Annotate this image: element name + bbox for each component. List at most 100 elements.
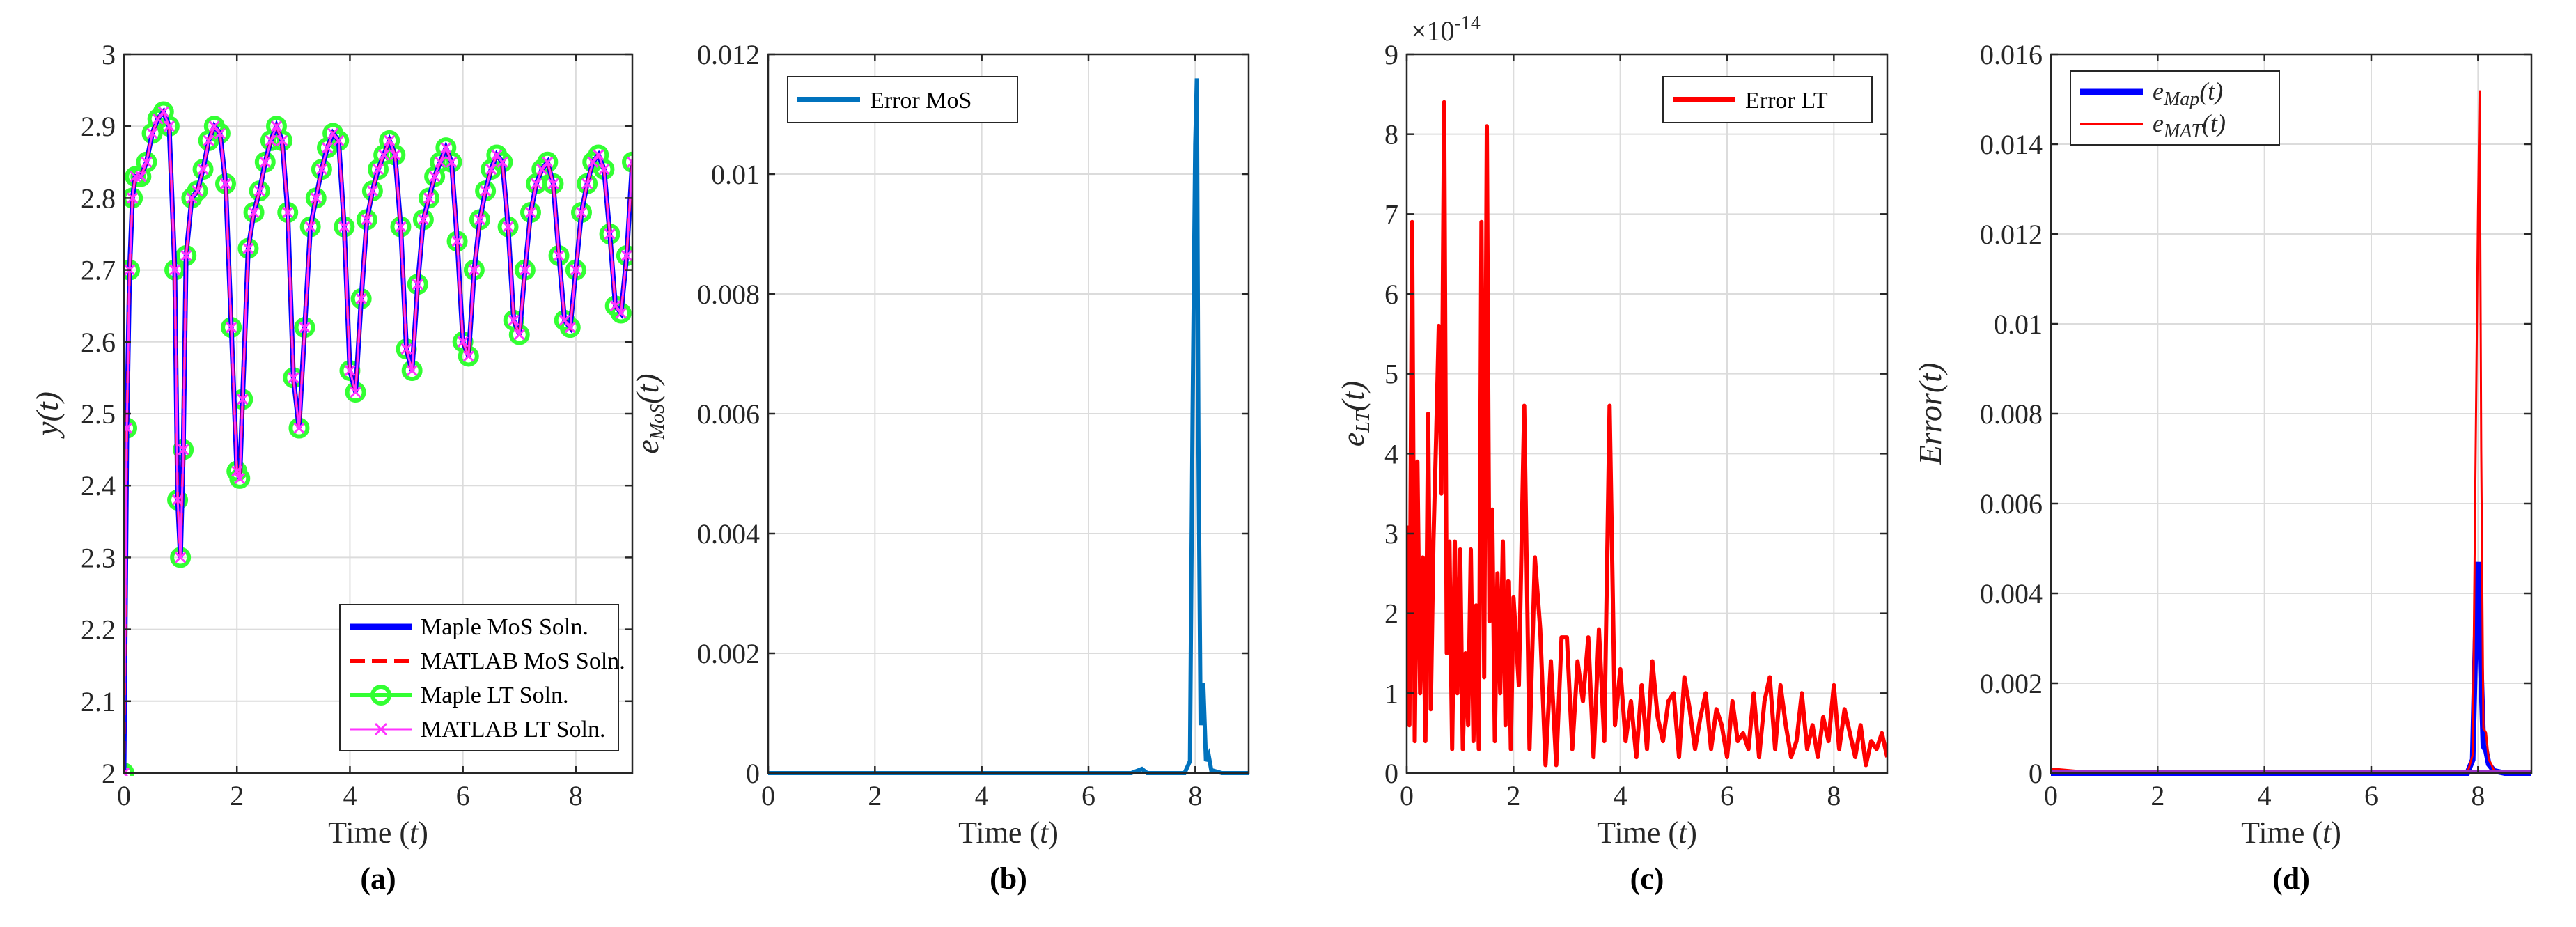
series-matlab-lt-marker — [593, 149, 604, 161]
series-matlab-lt-marker — [389, 149, 401, 161]
series-matlab-lt-marker — [178, 444, 189, 455]
y-tick-label: 2.1 — [81, 686, 116, 717]
y-tick-label: 2.5 — [81, 398, 116, 430]
panel-b: 0 2 4 6 8 0 0.002 0.004 0.006 0.008 0.01 0.012 Time … — [630, 39, 1250, 896]
series-matlab-lt-marker — [135, 171, 147, 182]
series-matlab-lt-marker — [203, 134, 214, 146]
series-matlab-lt-marker — [519, 264, 531, 276]
legend-label: eMAT(t) — [2153, 109, 2226, 142]
y-tick-label: 2 — [1384, 598, 1398, 630]
series-matlab-lt-marker — [474, 214, 486, 226]
y-tick-label: 0.004 — [1980, 578, 2043, 609]
panel-caption: (c) — [1630, 862, 1664, 896]
series-error-lt-line — [1407, 100, 1887, 768]
legend: Maple MoS Soln. MATLAB MoS Soln. Maple LT … — [339, 604, 625, 751]
series-matlab-lt-marker — [124, 422, 133, 434]
y-tick-label: 0.002 — [697, 638, 760, 669]
legend-label: MATLAB LT Soln. — [421, 717, 605, 742]
y-tick-label: 0 — [1384, 758, 1398, 789]
series-matlab-lt-marker — [502, 221, 514, 233]
legend-label: Maple LT Soln. — [421, 683, 569, 708]
series-matlab-lt-marker — [282, 206, 294, 219]
series-matlab-lt-marker — [152, 113, 164, 125]
series-matlab-lt-marker — [248, 206, 260, 219]
legend-swatch-matlab-lt-marker — [374, 722, 388, 736]
series-matlab-lt-marker — [435, 156, 446, 168]
series-matlab-lt-marker — [265, 134, 276, 146]
series-matlab-lt-marker — [124, 767, 130, 776]
x-axis-label: Time (t) — [328, 816, 428, 850]
legend-label: eMap(t) — [2153, 77, 2223, 110]
x-tick-label: 0 — [761, 780, 775, 811]
y-tick-label: 0.016 — [1980, 39, 2043, 70]
y-axis-label: eMoS(t) — [630, 373, 669, 453]
y-axis-label-text: Error(t) — [1912, 363, 1948, 466]
y-tick-label: 3 — [102, 39, 116, 70]
x-tick-label: 4 — [975, 780, 989, 811]
series-matlab-lt-marker — [310, 192, 322, 204]
y-axis-label: eLT(t) — [1335, 381, 1374, 446]
series-matlab-lt-marker — [192, 185, 203, 197]
series-matlab-lt-marker — [400, 343, 412, 355]
y-tick-label: 0.012 — [1980, 219, 2043, 250]
x-tick-label: 8 — [569, 780, 583, 811]
series-matlab-lt-marker — [508, 314, 520, 326]
y-tick-label: 2.8 — [81, 182, 116, 214]
series-matlab-lt-marker — [293, 422, 305, 434]
series-matlab-lt-marker — [242, 242, 254, 254]
series-matlab-lt-marker — [208, 120, 220, 132]
x-tick-label: 4 — [2258, 780, 2272, 811]
panel-caption: (d) — [2272, 862, 2310, 896]
y-tick-label: 0.012 — [697, 39, 760, 70]
series-matlab-lt-marker — [491, 149, 503, 161]
series-matlab-lt-marker — [270, 120, 283, 132]
series-matlab-lt-marker — [384, 134, 396, 146]
series-matlab-lt-marker — [141, 156, 153, 168]
series-matlab-lt-marker — [620, 249, 632, 262]
legend-label: Maple MoS Soln. — [421, 614, 588, 640]
y-tick-label: 2.2 — [81, 614, 116, 646]
series-matlab-lt-marker — [553, 249, 565, 262]
series-matlab-lt-marker — [237, 394, 249, 405]
series-matlab-lt-marker — [315, 164, 327, 176]
y-tick-label: 8 — [1384, 119, 1398, 150]
y-tick-label: 2.4 — [81, 470, 116, 501]
x-tick-label: 6 — [456, 780, 470, 811]
y-tick-label: 0.006 — [1980, 488, 2043, 520]
y-tick-label: 4 — [1384, 438, 1398, 469]
panel-d: 0 2 4 6 8 0 0.002 0.004 0.006 0.008 0.01 0.012 0.014… — [1912, 39, 2533, 896]
y-tick-label: 0 — [2029, 758, 2043, 789]
series-matlab-lt-marker — [127, 192, 139, 204]
y-axis-label-text: y(t) — [29, 391, 65, 439]
series-matlab-lt-marker — [157, 106, 169, 118]
series-matlab-lt-marker — [276, 134, 288, 146]
legend-box — [2070, 70, 2280, 146]
series-matlab-lt-marker — [575, 206, 588, 219]
x-tick-label: 2 — [868, 780, 882, 811]
y-tick-label: 0.014 — [1980, 129, 2043, 160]
plot-series-group — [124, 101, 632, 776]
y-tick-label: 0 — [746, 758, 760, 789]
series-matlab-lt-marker — [186, 192, 198, 204]
legend-swatch-maple-lt-marker — [370, 685, 391, 706]
series-matlab-lt-marker — [417, 214, 429, 226]
series-matlab-lt-marker — [372, 164, 384, 176]
series-matlab-lt-marker — [587, 156, 599, 168]
panel-caption: (b) — [990, 862, 1027, 896]
series-matlab-lt-marker — [146, 127, 158, 139]
y-axis-label-text: eMoS(t) — [630, 373, 669, 453]
y-tick-label: 1 — [1384, 678, 1398, 709]
x-tick-label: 4 — [343, 780, 357, 811]
series-matlab-lt-marker — [615, 307, 627, 319]
x-tick-label: 8 — [2471, 780, 2485, 811]
y-tick-label: 0.002 — [1980, 668, 2043, 699]
series-matlab-lt-marker — [564, 322, 576, 334]
series-matlab-lt-marker — [304, 221, 316, 233]
panel-c: 0 2 4 6 8 0 1 2 3 4 5 6 7 8 9 Time (t) (c) eLT(t) ×10-14 Er… — [1335, 13, 1889, 896]
y-axis-label-text: eLT(t) — [1335, 381, 1374, 446]
series-matlab-lt-marker — [480, 185, 492, 197]
series-matlab-lt-marker — [378, 149, 390, 161]
series-matlab-lt-marker — [406, 365, 418, 377]
x-tick-label: 4 — [1614, 780, 1627, 811]
